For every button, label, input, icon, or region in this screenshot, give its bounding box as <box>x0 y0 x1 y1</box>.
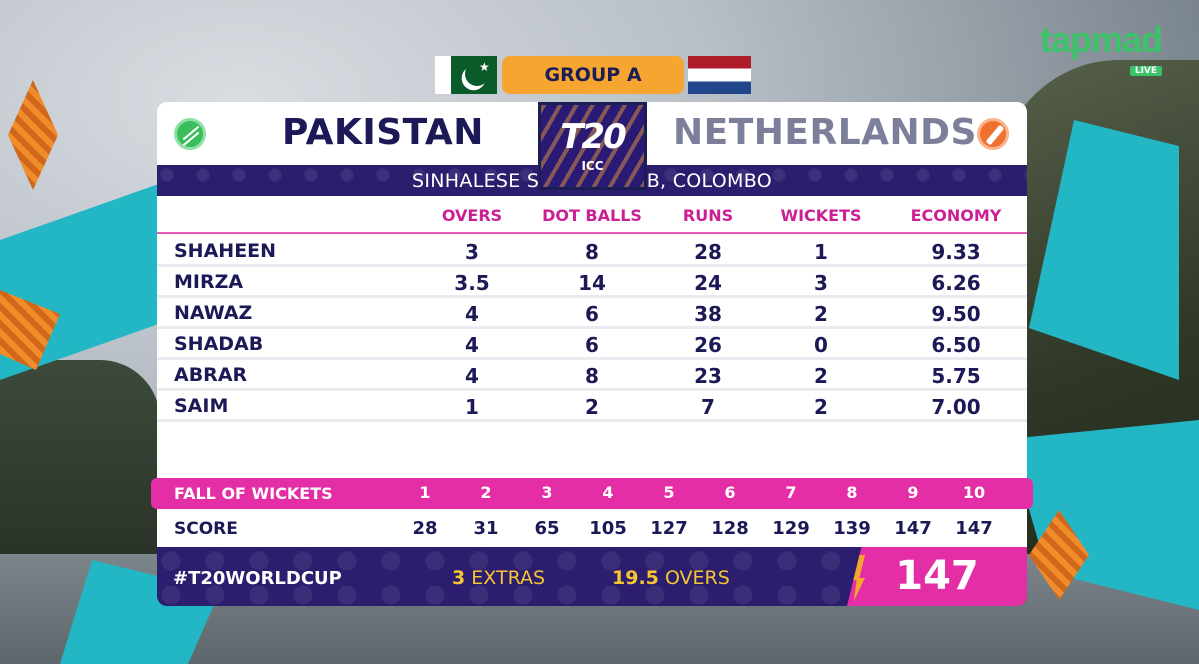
overs-value: 3 <box>465 240 479 264</box>
wicket-number: 4 <box>602 483 614 502</box>
economy-value: 7.00 <box>931 395 981 419</box>
wickets-value: 0 <box>814 333 828 357</box>
extras-label: EXTRAS <box>471 567 546 589</box>
wicket-number: 9 <box>907 483 919 502</box>
economy-value: 6.50 <box>931 333 981 357</box>
score-label: SCORE <box>174 519 238 539</box>
wicket-score: 105 <box>589 518 627 539</box>
dot-balls-value: 2 <box>585 395 599 419</box>
economy-value: 6.26 <box>931 271 981 295</box>
wicket-score: 31 <box>473 518 499 539</box>
wicket-number: 5 <box>663 483 675 502</box>
pakistan-flag-icon: ★ <box>435 56 497 94</box>
column-header-overs: OVERS <box>441 206 503 225</box>
group-strip: ★ GROUP A <box>435 56 751 94</box>
overs-summary: 19.5 OVERS <box>612 567 730 589</box>
runs-value: 28 <box>694 240 722 264</box>
extras-value: 3 <box>452 567 466 589</box>
wicket-number: 7 <box>785 483 797 502</box>
wicket-number: 8 <box>846 483 858 502</box>
bowling-table: OVERS DOT BALLS RUNS WICKETS ECONOMY SHA… <box>157 196 1027 478</box>
wicket-score: 147 <box>955 518 993 539</box>
overs-label: OVERS <box>664 567 730 589</box>
wickets-value: 1 <box>814 240 828 264</box>
wicket-score: 65 <box>534 518 560 539</box>
runs-value: 23 <box>694 364 722 388</box>
overs-value: 4 <box>465 364 479 388</box>
overs-value: 3.5 <box>454 271 490 295</box>
wickets-value: 3 <box>814 271 828 295</box>
bowler-name: MIRZA <box>174 271 244 293</box>
runs-value: 7 <box>701 395 715 419</box>
total-score: 147 <box>895 553 979 599</box>
wicket-number: 6 <box>724 483 736 502</box>
bowler-name: SHAHEEN <box>174 240 277 262</box>
cricket-ball-icon <box>174 118 206 150</box>
overs-value: 4 <box>465 333 479 357</box>
summary-bar: #T20WORLDCUP 3 EXTRAS 19.5 OVERS 147 <box>157 547 1027 606</box>
wicket-score: 139 <box>833 518 871 539</box>
brand-name: tapmad <box>1040 19 1163 60</box>
overs-value: 4 <box>465 302 479 326</box>
team-name-right: NETHERLANDS <box>673 112 977 153</box>
column-header-economy: ECONOMY <box>910 206 1002 225</box>
wickets-value: 2 <box>814 302 828 326</box>
dot-balls-value: 14 <box>578 271 606 295</box>
dot-balls-value: 6 <box>585 333 599 357</box>
wicket-number: 3 <box>541 483 553 502</box>
economy-value: 9.50 <box>931 302 981 326</box>
economy-value: 5.75 <box>931 364 981 388</box>
bowler-name: SHADAB <box>174 333 264 355</box>
table-row: MIRZA 3.5 14 24 3 6.26 <box>157 267 1027 298</box>
table-row: SHADAB 4 6 26 0 6.50 <box>157 329 1027 360</box>
wicket-score: 127 <box>650 518 688 539</box>
runs-value: 38 <box>694 302 722 326</box>
table-row: SHAHEEN 3 8 28 1 9.33 <box>157 236 1027 267</box>
live-badge: LIVE <box>1129 66 1163 76</box>
wicket-number: 10 <box>962 483 986 502</box>
extras-summary: 3 EXTRAS <box>452 567 545 589</box>
total-score-box: 147 <box>847 547 1027 606</box>
cricket-bat-icon <box>977 118 1009 150</box>
wicket-score: 129 <box>772 518 810 539</box>
wicket-score: 28 <box>412 518 438 539</box>
dot-balls-value: 8 <box>585 240 599 264</box>
table-header: OVERS DOT BALLS RUNS WICKETS ECONOMY <box>157 196 1027 234</box>
wicket-number: 1 <box>419 483 431 502</box>
table-row: ABRAR 4 8 23 2 5.75 <box>157 360 1027 391</box>
overs-value: 19.5 <box>612 567 659 589</box>
fall-of-wickets-label: FALL OF WICKETS <box>174 484 333 503</box>
runs-value: 26 <box>694 333 722 357</box>
table-row: NAWAZ 4 6 38 2 9.50 <box>157 298 1027 329</box>
team-name-left: PAKISTAN <box>282 112 484 153</box>
tournament-logo: T20 ICC <box>538 102 647 190</box>
dot-balls-value: 6 <box>585 302 599 326</box>
group-label: GROUP A <box>502 56 684 94</box>
bowling-scorecard: PAKISTAN NETHERLANDS SINHALESE SPORTS CL… <box>151 102 1033 606</box>
wicket-number: 2 <box>480 483 492 502</box>
dot-balls-value: 8 <box>585 364 599 388</box>
bowler-name: SAIM <box>174 395 229 417</box>
economy-value: 9.33 <box>931 240 981 264</box>
logo-main-text: T20 <box>560 117 627 157</box>
wickets-value: 2 <box>814 364 828 388</box>
wicket-score: 147 <box>894 518 932 539</box>
runs-value: 24 <box>694 271 722 295</box>
column-header-dot-balls: DOT BALLS <box>542 206 642 225</box>
hashtag: #T20WORLDCUP <box>173 568 342 589</box>
table-row: SAIM 1 2 7 2 7.00 <box>157 391 1027 422</box>
netherlands-flag-icon <box>688 56 751 94</box>
fall-of-wickets-bar: FALL OF WICKETS 1 2 3 4 5 6 7 8 9 10 <box>151 478 1033 509</box>
wicket-score: 128 <box>711 518 749 539</box>
bowler-name: ABRAR <box>174 364 248 386</box>
decor-shape <box>8 80 58 190</box>
broadcaster-logo: tapmad LIVE <box>1040 19 1163 77</box>
overs-value: 1 <box>465 395 479 419</box>
wickets-value: 2 <box>814 395 828 419</box>
column-header-wickets: WICKETS <box>780 206 862 225</box>
logo-sub-text: ICC <box>581 159 604 173</box>
bowler-name: NAWAZ <box>174 302 253 324</box>
column-header-runs: RUNS <box>682 206 734 225</box>
fall-of-wickets-scores: SCORE 28 31 65 105 127 128 129 139 147 1… <box>157 509 1027 547</box>
